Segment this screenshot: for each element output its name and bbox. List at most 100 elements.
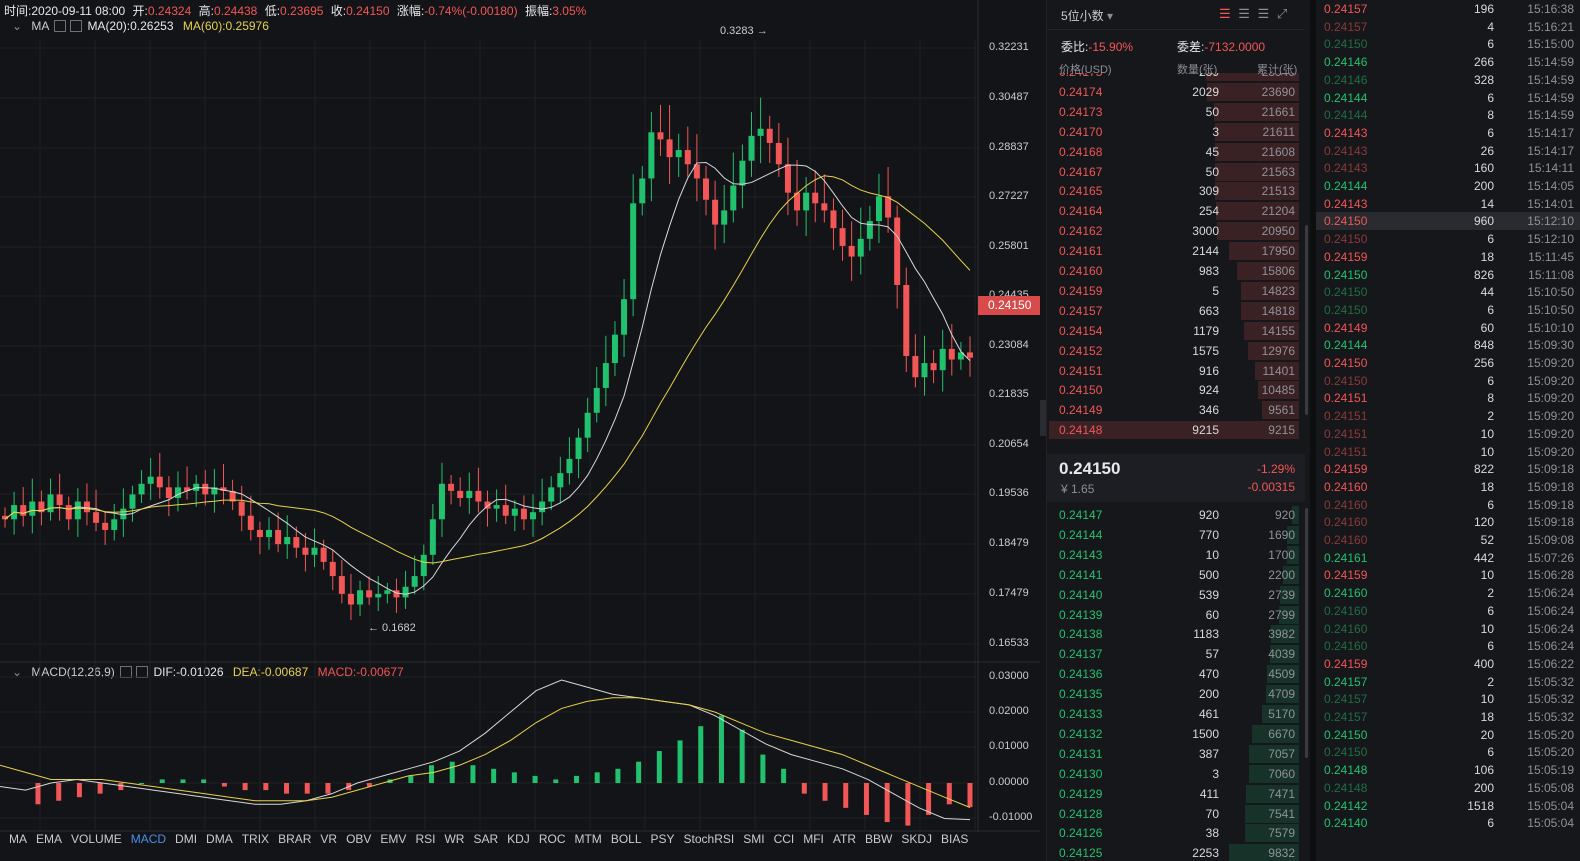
indicator-tab-wr[interactable]: WR bbox=[444, 832, 465, 846]
settings-icon[interactable] bbox=[54, 20, 67, 32]
trade-amount: 822 bbox=[1473, 462, 1494, 477]
trade-amount: 848 bbox=[1473, 338, 1494, 353]
ask-row[interactable]: 0.24175 259 23949 bbox=[1047, 73, 1305, 82]
kline-chart-panel[interactable]: 时间:2020-09-11 08:00 开:0.24324 高:0.24438 … bbox=[0, 0, 1046, 861]
indicator-tab-mfi[interactable]: MFI bbox=[803, 832, 824, 846]
candle-body bbox=[566, 458, 573, 474]
indicator-tab-cci[interactable]: CCI bbox=[773, 832, 795, 846]
indicator-tab-smi[interactable]: SMI bbox=[743, 832, 765, 846]
bid-row[interactable]: 0.24138 1183 3982 bbox=[1047, 624, 1305, 644]
ask-row[interactable]: 0.24157 663 14818 bbox=[1047, 301, 1305, 321]
trade-time: 15:05:19 bbox=[1527, 763, 1574, 778]
bid-row[interactable]: 0.24126 38 7579 bbox=[1047, 823, 1305, 843]
indicator-tab-psy[interactable]: PSY bbox=[650, 832, 675, 846]
bid-row[interactable]: 0.24128 70 7541 bbox=[1047, 804, 1305, 824]
ask-row[interactable]: 0.24162 3000 20950 bbox=[1047, 221, 1305, 241]
indicator-tab-stochrsi[interactable]: StochRSI bbox=[683, 832, 735, 846]
indicator-tab-volume[interactable]: VOLUME bbox=[71, 832, 122, 846]
ask-row[interactable]: 0.24159 5 14823 bbox=[1047, 281, 1305, 301]
indicator-tab-bias[interactable]: BIAS bbox=[941, 832, 969, 846]
indicator-tab-emv[interactable]: EMV bbox=[380, 832, 407, 846]
trade-amount: 328 bbox=[1473, 72, 1494, 87]
bid-row[interactable]: 0.24147 920 920 bbox=[1047, 505, 1305, 525]
view-both-icon[interactable]: ☰ bbox=[1219, 6, 1231, 21]
candle-body bbox=[320, 547, 327, 562]
ma60-line bbox=[4, 175, 971, 564]
indicator-tab-ema[interactable]: EMA bbox=[36, 832, 63, 846]
ask-row[interactable]: 0.24174 2029 23690 bbox=[1047, 82, 1305, 102]
panel-collapse-handle[interactable] bbox=[1040, 400, 1046, 436]
indicator-tab-roc[interactable]: ROC bbox=[538, 832, 566, 846]
trade-price: 0.24144 bbox=[1324, 179, 1368, 193]
ask-row[interactable]: 0.24151 916 11401 bbox=[1047, 361, 1305, 381]
indicator-tab-dma[interactable]: DMA bbox=[206, 832, 233, 846]
indicator-tab-brar[interactable]: BRAR bbox=[278, 832, 312, 846]
view-bids-icon[interactable]: ☰ bbox=[1238, 6, 1250, 21]
collapse-chevron-icon[interactable]: ⌄ bbox=[12, 665, 23, 679]
indicator-tab-dmi[interactable]: DMI bbox=[175, 832, 198, 846]
bid-row[interactable]: 0.24132 1500 6670 bbox=[1047, 724, 1305, 744]
ask-row[interactable]: 0.24150 924 10485 bbox=[1047, 380, 1305, 400]
settings-icon[interactable] bbox=[120, 666, 133, 678]
candlestick-chart[interactable] bbox=[0, 0, 1046, 861]
indicator-tab-mtm[interactable]: MTM bbox=[574, 832, 602, 846]
bid-row[interactable]: 0.24131 387 7057 bbox=[1047, 744, 1305, 764]
candle-body bbox=[702, 178, 709, 200]
asks-scrollbar[interactable] bbox=[1305, 225, 1308, 415]
bid-row[interactable]: 0.24143 10 1700 bbox=[1047, 545, 1305, 565]
ask-row[interactable]: 0.24165 309 21513 bbox=[1047, 181, 1305, 201]
indicator-tab-macd[interactable]: MACD bbox=[130, 832, 167, 846]
ask-row[interactable]: 0.24149 346 9561 bbox=[1047, 400, 1305, 420]
ask-row[interactable]: 0.24160 983 15806 bbox=[1047, 261, 1305, 281]
ask-row[interactable]: 0.24161 2144 17950 bbox=[1047, 241, 1305, 261]
trade-time: 15:10:50 bbox=[1527, 285, 1574, 300]
bid-row[interactable]: 0.24137 57 4039 bbox=[1047, 644, 1305, 664]
amount-cell: 470 bbox=[1198, 667, 1219, 682]
indicator-tab-skdj[interactable]: SKDJ bbox=[901, 832, 933, 846]
price-cell: 0.24128 bbox=[1059, 806, 1103, 821]
ask-row[interactable]: 0.24173 50 21661 bbox=[1047, 102, 1305, 122]
bid-row[interactable]: 0.24141 500 2200 bbox=[1047, 565, 1305, 585]
macd-histogram-bar bbox=[387, 779, 393, 783]
collapse-chevron-icon[interactable]: ⌄ bbox=[12, 19, 23, 33]
indicator-tab-sar[interactable]: SAR bbox=[473, 832, 499, 846]
close-icon[interactable] bbox=[136, 666, 149, 678]
ask-row[interactable]: 0.24164 254 21204 bbox=[1047, 201, 1305, 221]
bid-row[interactable]: 0.24133 461 5170 bbox=[1047, 704, 1305, 724]
expand-icon[interactable]: ⤢ bbox=[1276, 6, 1288, 21]
candle-body bbox=[2, 515, 8, 520]
indicator-tab-atr[interactable]: ATR bbox=[832, 832, 857, 846]
indicator-tab-ma[interactable]: MA bbox=[9, 832, 27, 846]
ask-row[interactable]: 0.24148 9215 9215 bbox=[1047, 420, 1305, 440]
indicator-tab-boll[interactable]: BOLL bbox=[610, 832, 642, 846]
view-asks-icon[interactable]: ☰ bbox=[1257, 6, 1270, 21]
trade-price: 0.24159 bbox=[1324, 462, 1368, 477]
bids-scrollbar[interactable] bbox=[1305, 508, 1308, 758]
ask-row[interactable]: 0.24154 1179 14155 bbox=[1047, 321, 1305, 341]
indicator-tab-bbw[interactable]: BBW bbox=[865, 832, 893, 846]
bid-row[interactable]: 0.24130 3 7060 bbox=[1047, 764, 1305, 784]
close-icon[interactable] bbox=[70, 20, 83, 32]
ask-row[interactable]: 0.24152 1575 12976 bbox=[1047, 341, 1305, 361]
indicator-tab-trix[interactable]: TRIX bbox=[241, 832, 270, 846]
precision-select[interactable]: 5位小数 ▾ bbox=[1061, 9, 1114, 23]
bid-row[interactable]: 0.24136 470 4509 bbox=[1047, 664, 1305, 684]
bid-row[interactable]: 0.24139 60 2799 bbox=[1047, 605, 1305, 625]
bid-row[interactable]: 0.24125 2253 9832 bbox=[1047, 843, 1305, 861]
indicator-tab-rsi[interactable]: RSI bbox=[415, 832, 436, 846]
bid-row[interactable]: 0.24135 200 4709 bbox=[1047, 684, 1305, 704]
close-value: 0.24150 bbox=[346, 4, 390, 18]
indicator-tab-vr[interactable]: VR bbox=[320, 832, 338, 846]
trade-amount: 200 bbox=[1473, 179, 1494, 193]
ask-row[interactable]: 0.24167 50 21563 bbox=[1047, 162, 1305, 182]
bid-row[interactable]: 0.24144 770 1690 bbox=[1047, 525, 1305, 545]
indicator-tab-kdj[interactable]: KDJ bbox=[507, 832, 530, 846]
indicator-tab-obv[interactable]: OBV bbox=[346, 832, 372, 846]
amount-cell: 50 bbox=[1205, 104, 1219, 119]
bid-row[interactable]: 0.24129 411 7471 bbox=[1047, 784, 1305, 804]
amount-cell: 916 bbox=[1198, 363, 1219, 378]
ask-row[interactable]: 0.24170 3 21611 bbox=[1047, 122, 1305, 142]
ask-row[interactable]: 0.24168 45 21608 bbox=[1047, 142, 1305, 162]
depth-bar bbox=[1248, 764, 1299, 783]
bid-row[interactable]: 0.24140 539 2739 bbox=[1047, 585, 1305, 605]
